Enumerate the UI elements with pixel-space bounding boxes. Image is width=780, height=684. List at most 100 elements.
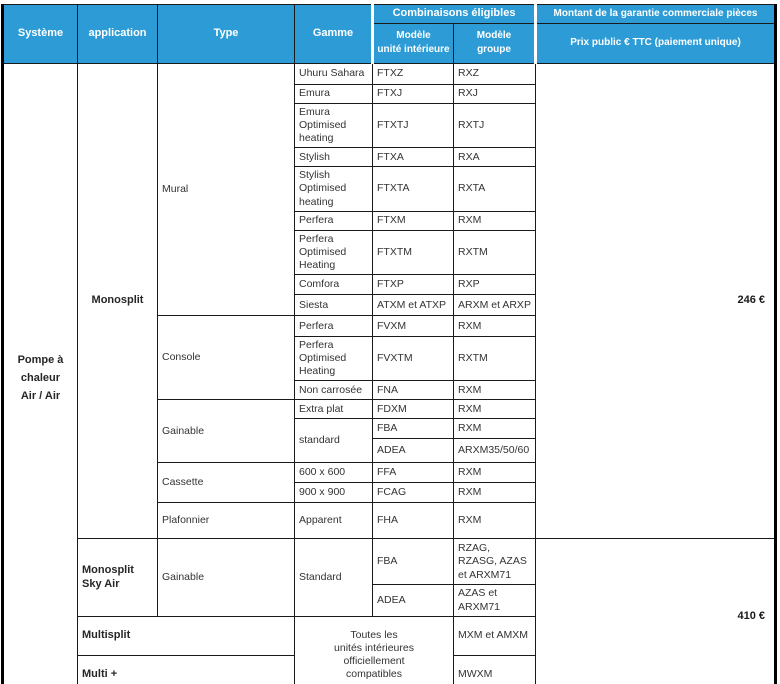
groupe-cell: RXTM (452, 336, 537, 382)
groupe-cell: RXM (452, 380, 537, 401)
gamme-cell: Perfera Optimised Heating (294, 229, 373, 276)
groupe-cell: RXTA (452, 166, 537, 212)
table-row: Console Perfera FVXM RXM (3, 315, 776, 401)
gamme-cell: Comfora (294, 274, 373, 296)
table-row: Siesta ATXM et ATXP ARXM et ARXP (3, 294, 776, 317)
table-body: Pompe à chaleur Air / Air Monosplit Mura… (2, 62, 777, 684)
type-gainable-sky-cell: Gainable (157, 538, 295, 617)
gamme-cell: Perfera (294, 315, 373, 338)
type-cassette-cell: Cassette (157, 462, 295, 504)
table-row: Comfora FTXP RXP (3, 274, 776, 296)
groupe-cell: RXTJ (452, 102, 537, 149)
groupe-cell: RXJ (452, 83, 537, 104)
header-systeme: Système (2, 4, 78, 64)
groupe-cell: RXM (452, 502, 537, 540)
unite-cell: FTXTJ (372, 102, 454, 149)
header-combinaisons-eligibles: Combinaisons éligibles (370, 4, 537, 24)
unite-cell: FTXJ (372, 83, 454, 104)
header-row-1: Système application Type Gamme Combinais… (2, 4, 777, 64)
unite-cell: FFA (372, 462, 454, 484)
unite-cell: FTXA (372, 147, 454, 168)
compatibility-note-cell: Toutes les unités intérieures officielle… (294, 615, 454, 684)
groupe-cell: ARXM et ARXP (452, 294, 537, 317)
table-row: Multi + MWXM (3, 654, 776, 684)
price-monosplit-cell: 246 € (535, 62, 777, 540)
header-modele-unite-interieure: Modèle unité intérieure (371, 22, 454, 64)
unite-cell: FBA (372, 538, 454, 586)
table-row: Emura Optimised heating FTXTJ RXTJ (3, 102, 776, 149)
table-row: ADEA AZAS et ARXM71 (3, 584, 776, 617)
table-row: Non carrosée FNA RXM (3, 380, 776, 401)
unite-cell: ADEA (372, 438, 454, 464)
price-multisplit-cell: 410 € (535, 538, 777, 684)
type-mural-cell: Mural (157, 62, 295, 317)
application-monosplit-sky-air-cell: Monosplit Sky Air (77, 538, 158, 617)
unite-cell: FTXM (372, 210, 454, 231)
groupe-cell: MWXM (452, 654, 537, 684)
application-monosplit-cell: Monosplit (77, 62, 158, 540)
systeme-cell: Pompe à chaleur Air / Air (2, 62, 78, 684)
type-plafonnier-cell: Plafonnier (157, 502, 295, 540)
type-gainable-cell: Gainable (157, 399, 295, 464)
table-row: Stylish FTXA RXA (3, 147, 776, 168)
unite-cell: FVXM (372, 315, 454, 338)
header-prix-public: Prix public € TTC (paiement unique) (534, 22, 777, 64)
type-console-cell: Console (157, 315, 295, 401)
header-row-2: Modèle unité intérieure Modèle groupe Pr… (3, 22, 777, 64)
gamme-cell: Apparent (294, 502, 373, 540)
table-header: Système application Type Gamme Combinais… (2, 4, 777, 64)
table-row: Stylish Optimised heating FTXTA RXTA (3, 166, 776, 212)
unite-cell: FVXTM (372, 336, 454, 382)
gamme-cell: Perfera Optimised Heating (294, 336, 373, 382)
gamme-cell: 900 x 900 (294, 482, 373, 504)
gamme-cell: Stylish Optimised heating (294, 166, 373, 212)
unite-cell: FHA (372, 502, 454, 540)
table-row: Pompe à chaleur Air / Air Monosplit Mura… (2, 62, 777, 684)
groupe-cell: RZAG, RZASG, AZAS et ARXM71 (452, 538, 537, 586)
groupe-cell: RXM (452, 315, 537, 338)
unite-cell: FTXTA (372, 166, 454, 212)
table-row: Perfera FTXM RXM (3, 210, 776, 231)
unite-cell: FTXZ (372, 62, 454, 85)
unite-cell: ADEA (372, 584, 454, 617)
header-gamme: Gamme (294, 4, 373, 64)
application-multi-plus-cell: Multi + (77, 654, 295, 684)
unite-cell: FBA (372, 418, 454, 440)
groupe-cell: AZAS et ARXM71 (452, 584, 537, 617)
unite-cell: FCAG (372, 482, 454, 504)
groupe-cell: RXTM (452, 229, 537, 276)
groupe-cell: RXM (452, 482, 537, 504)
gamme-cell: Extra plat (294, 399, 373, 420)
gamme-cell: Siesta (294, 294, 373, 317)
groupe-cell: RXM (452, 210, 537, 231)
unite-cell: FTXTM (372, 229, 454, 276)
application-multisplit-cell: Multisplit (77, 615, 295, 656)
table-row: Cassette 600 x 600 FFA RXM (3, 462, 776, 504)
warranty-pricing-table: Système application Type Gamme Combinais… (1, 4, 778, 684)
table-row: Gainable Extra plat FDXM RXM (3, 399, 776, 464)
gamme-cell: 600 x 600 (294, 462, 373, 484)
groupe-cell: RXZ (452, 62, 537, 85)
gamme-cell: Uhuru Sahara (294, 62, 373, 85)
table-row: standard FBA RXM (3, 418, 776, 464)
groupe-cell: MXM et AMXM (452, 615, 537, 656)
table-row: Monosplit Sky Air Gainable Standard FBA … (3, 538, 777, 684)
table-row: Perfera Optimised Heating FTXTM RXTM (3, 229, 776, 276)
unite-cell: ATXM et ATXP (372, 294, 454, 317)
table-row: Perfera Optimised Heating FVXTM RXTM (3, 336, 776, 382)
table-row: Plafonnier Apparent FHA RXM (3, 502, 776, 540)
header-modele-groupe: Modèle groupe (452, 22, 537, 64)
gamme-cell: Perfera (294, 210, 373, 231)
groupe-cell: RXM (452, 399, 537, 420)
unite-cell: FNA (372, 380, 454, 401)
gamme-cell: Emura Optimised heating (294, 102, 373, 149)
table-row: ADEA ARXM35/50/60 (3, 438, 776, 464)
unite-cell: FTXP (372, 274, 454, 296)
gamme-cell: Stylish (294, 147, 373, 168)
header-type: Type (157, 4, 295, 64)
gamme-standard-sky-cell: Standard (294, 538, 373, 617)
groupe-cell: RXP (452, 274, 537, 296)
gamme-cell: Non carrosée (294, 380, 373, 401)
groupe-cell: RXM (452, 462, 537, 484)
